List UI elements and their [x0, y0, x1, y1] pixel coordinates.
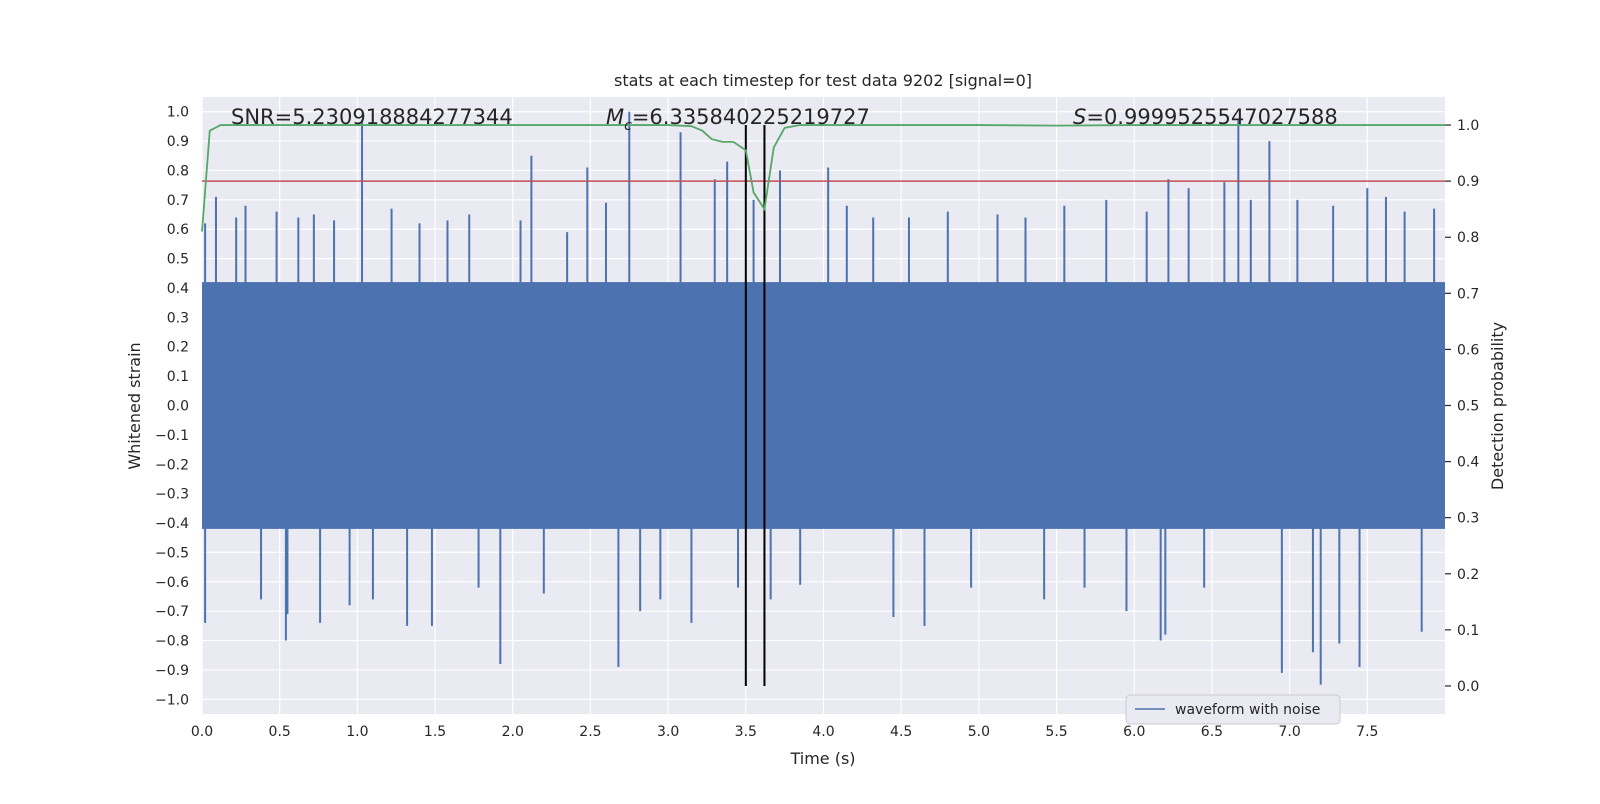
x-tick-label: 1.5	[424, 724, 446, 740]
waveform-noise-band	[202, 282, 1445, 529]
x-tick-label: 3.5	[735, 724, 757, 740]
x-axis-ticks: 0.0 0.5 1.0 1.5 2.0 2.5 3.0 3.5 4.0 4.5 5.0 5.5 6.0 6…	[191, 724, 1379, 740]
y-tick-label: 0.4	[167, 281, 189, 297]
y2-tick-label: 0.5	[1457, 399, 1479, 415]
x-tick-label: 1.0	[346, 724, 368, 740]
chirp-mass-value: =6.335840225219727	[632, 105, 870, 129]
y2-tick-label: 0.2	[1457, 567, 1479, 583]
y-tick-label: 0.8	[167, 163, 189, 179]
y-tick-label: 0.9	[167, 134, 189, 150]
y2-axis-label: Detection probability	[1488, 322, 1507, 490]
x-axis-label: Time (s)	[789, 749, 855, 768]
y-tick-label: −0.1	[155, 428, 189, 444]
s-value: =0.9999525547027588	[1086, 105, 1337, 129]
x-tick-label: 7.5	[1356, 724, 1378, 740]
y2-tick-label: 0.1	[1457, 623, 1479, 639]
x-tick-label: 4.5	[890, 724, 912, 740]
y2-tick-label: 0.7	[1457, 286, 1479, 302]
y2-tick-label: 0.6	[1457, 342, 1479, 358]
y-tick-label: 0.6	[167, 222, 189, 238]
y2-tick-label: 0.9	[1457, 174, 1479, 190]
chirp-mass-annotation: Mc=6.335840225219727	[606, 105, 870, 134]
legend-box	[1125, 694, 1341, 725]
chirp-mass-subscript: c	[624, 118, 632, 134]
y-tick-label: −0.8	[155, 634, 189, 650]
y-tick-label: −0.9	[155, 663, 189, 679]
y-tick-label: −0.5	[155, 545, 189, 561]
x-tick-label: 2.0	[502, 724, 524, 740]
x-tick-label: 6.0	[1123, 724, 1145, 740]
y-tick-label: −1.0	[155, 692, 189, 708]
x-tick-label: 7.0	[1278, 724, 1300, 740]
y-axis-ticks: 1.0 0.9 0.8 0.7 0.6 0.5 0.4 0.3 0.2 0.1 0.0 −0.1 −0.…	[155, 105, 189, 709]
y2-tick-label: 1.0	[1457, 118, 1479, 134]
x-tick-label: 0.5	[269, 724, 291, 740]
x-tick-label: 3.0	[657, 724, 679, 740]
legend: waveform with noise	[1125, 694, 1341, 725]
waveform-series	[202, 111, 1445, 685]
y2-tick-label: 0.4	[1457, 455, 1479, 471]
y-tick-label: 1.0	[167, 105, 189, 121]
chirp-mass-symbol: M	[606, 105, 624, 129]
chart-title: stats at each timestep for test data 920…	[614, 71, 1032, 90]
x-tick-label: 5.5	[1045, 724, 1067, 740]
y-tick-label: 0.0	[167, 399, 189, 415]
y-axis-label: Whitened strain	[125, 342, 144, 469]
y-tick-label: −0.2	[155, 457, 189, 473]
vertical-markers	[744, 125, 766, 686]
detection-probability-line	[201, 124, 1445, 232]
y2-tick-label: 0.8	[1457, 230, 1479, 246]
y-tick-label: 0.3	[167, 310, 189, 326]
y-tick-label: −0.7	[155, 604, 189, 620]
x-tick-label: 6.5	[1201, 724, 1223, 740]
x-tick-label: 2.5	[579, 724, 601, 740]
s-symbol: S	[1073, 105, 1086, 129]
y2-tick-label: 0.3	[1457, 511, 1479, 527]
y-tick-label: −0.4	[155, 516, 189, 532]
y-tick-label: 0.5	[167, 252, 189, 268]
y-tick-label: 0.1	[167, 369, 189, 385]
y-tick-label: −0.6	[155, 575, 189, 591]
snr-annotation: SNR=5.230918884277344	[231, 105, 513, 129]
legend-label-waveform: waveform with noise	[1175, 702, 1320, 718]
y2-tick-label: 0.0	[1457, 679, 1479, 695]
y2-axis-ticks: 1.0 0.9 0.8 0.7 0.6 0.5 0.4 0.3 0.2 0.1 0.0	[1445, 118, 1479, 695]
x-tick-label: 4.0	[812, 724, 834, 740]
x-tick-label: 0.0	[191, 724, 213, 740]
y-tick-label: 0.7	[167, 193, 189, 209]
y-tick-label: 0.2	[167, 340, 189, 356]
waveform-spikes	[204, 111, 1436, 685]
s-annotation: S=0.9999525547027588	[1073, 105, 1338, 129]
y-tick-label: −0.3	[155, 487, 189, 503]
x-tick-label: 5.0	[968, 724, 990, 740]
